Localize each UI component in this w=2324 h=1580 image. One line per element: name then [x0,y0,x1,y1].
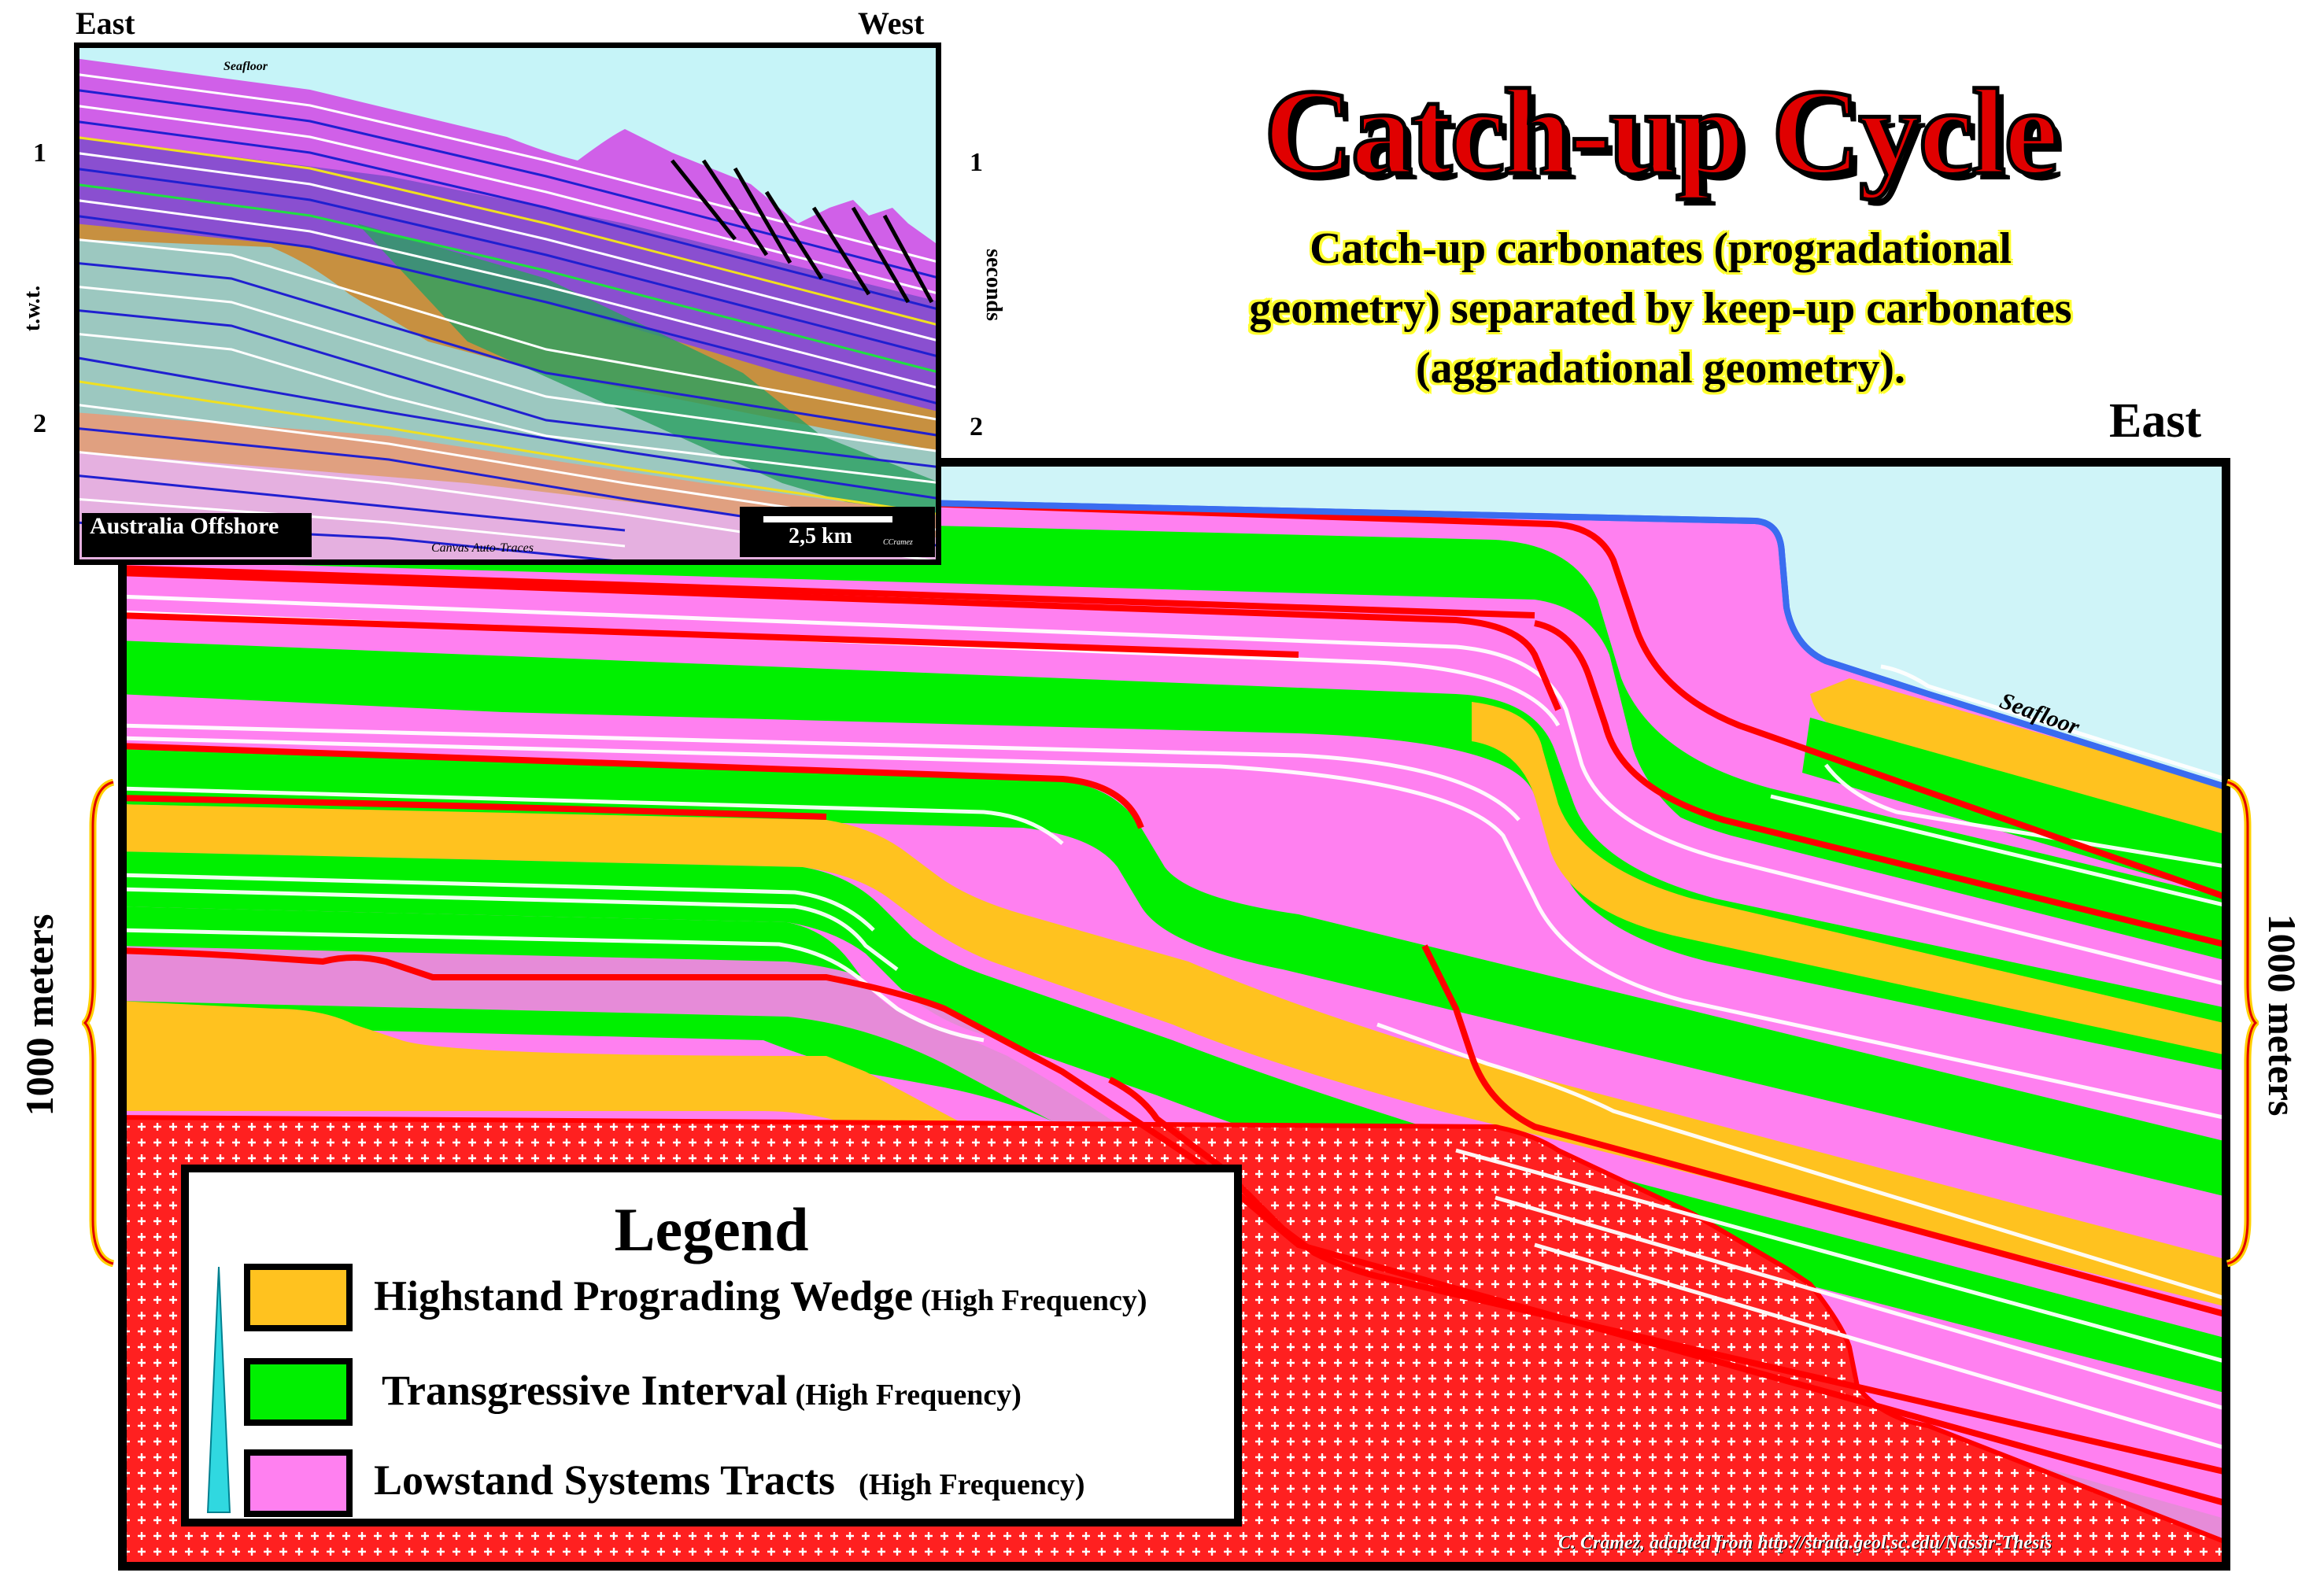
inset-location-label: Australia Offshore [90,513,279,539]
inset-tick-1-left: 1 [33,138,46,168]
legend-item-label: Highstand Prograding Wedge [374,1272,914,1320]
inset-tick-2-left: 2 [33,409,46,438]
right-scale-brace [2226,779,2259,1267]
subtitle-line: Catch-up carbonates (progradational [1310,224,2012,273]
legend-item-lowstand: Lowstand Systems Tracts (High Frequency) [374,1456,1085,1504]
inset-tick-1-right: 1 [970,148,983,177]
legend-item-note: (High Frequency) [859,1468,1085,1501]
transgressive-swatch [244,1358,353,1426]
legend-item-label: Lowstand Systems Tracts [374,1456,836,1504]
seismic-reflectors [79,73,937,560]
inset-scale-credit: CCramez [883,538,913,547]
left-scale-label: 1000 meters [17,914,61,1117]
lowstand-swatch [244,1449,353,1517]
inset-right-axis-title: seconds [981,249,1006,321]
inset-seafloor-label: Seafloor [224,60,268,73]
highstand-swatch [244,1264,353,1331]
fault-lines [671,159,934,304]
page-title: Catch-up Cycle [1262,62,2061,202]
legend-item-note: (High Frequency) [795,1379,1022,1412]
right-scale-label: 1000 meters [2260,914,2304,1117]
subtitle-line: geometry) separated by keep-up carbonate… [1249,284,2072,333]
inset-left-axis-title: t.w.t. [20,285,45,332]
legend-title: Legend [614,1195,809,1264]
main-direction-label: East [2109,394,2202,448]
left-scale-brace [82,779,115,1267]
legend-item-note: (High Frequency) [921,1284,1147,1317]
legend-item-transgressive: Transgressive Interval (High Frequency) [382,1366,1022,1415]
frequency-wedge-icon [206,1266,231,1513]
inset-footer-label: Canvas Auto-Traces [431,541,534,555]
source-credit: C. Cramez, adapted from http://strata.ge… [1558,1533,2052,1553]
subtitle-line: (aggradational geometry). [1415,344,1906,393]
inset-tick-2-right: 2 [970,412,983,441]
inset-right-direction: West [858,6,925,41]
inset-left-direction: East [76,6,135,41]
seismic-inset [74,42,941,565]
legend-item-label: Transgressive Interval [382,1367,788,1414]
legend-box: Legend Highstand Prograding Wedge (High F… [181,1165,1242,1526]
legend-item-highstand: Highstand Prograding Wedge (High Frequenc… [374,1272,1147,1320]
inset-scale-label: 2,5 km [789,524,852,548]
